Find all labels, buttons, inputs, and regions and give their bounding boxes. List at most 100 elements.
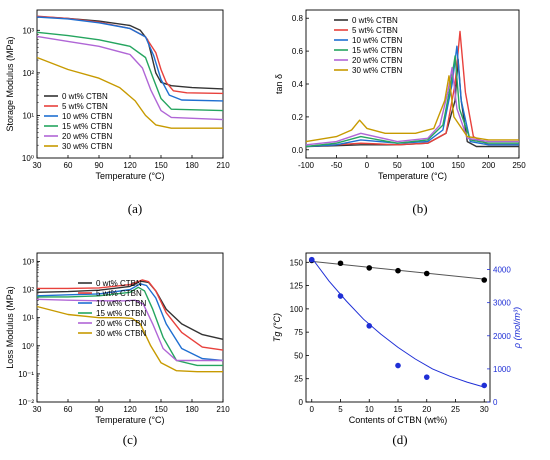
legend-label: 0 wt% CTBN [62,92,108,101]
x-tick-label: 200 [482,161,496,170]
series-line [36,16,224,102]
data-point [366,265,373,271]
x-tick-label: 50 [393,161,402,170]
series-line [36,35,224,121]
panel-caption: (d) [392,432,407,447]
series-line [37,286,223,367]
x-tick-label: 90 [95,161,104,170]
data-point [481,277,488,283]
y-axis-label: tan δ [274,74,284,94]
legend-label: 10 wt% CTBN [96,299,146,308]
y-tick-label: 150 [290,258,304,267]
series-line [36,283,224,362]
y-tick-label: 0.6 [292,47,304,56]
plot-frame [305,252,491,403]
x-tick-label: 25 [451,405,460,414]
y-tick-label: 10¹ [22,314,34,323]
y-axis-label: Loss Modulus (MPa) [5,286,15,369]
y-tick-label: 0.2 [292,113,304,122]
y-tick-label: 25 [294,375,303,384]
series-line [305,30,519,148]
x-tick-label: 90 [95,405,104,414]
legend-label: 30 wt% CTBN [96,329,146,338]
y-tick-label: 0 [299,398,304,407]
x-tick-label: 120 [123,405,137,414]
y-tick-label: 10² [22,69,34,78]
series-line [36,298,223,362]
y-tick-label: 10⁰ [22,342,34,351]
panel-c: 30 60 90 120 150 180 210 Temperature (°C) 10⁻² 10… [5,252,230,447]
x-tick-label: 210 [216,161,230,170]
y-tick-label: 10³ [22,257,34,266]
x-tick-label: 250 [512,161,526,170]
x-tick-label: 30 [480,405,489,414]
x-tick-label: 10 [365,405,374,414]
y-tick-label: 0.4 [292,80,304,89]
x-tick-label: 210 [216,405,230,414]
legend-label: 30 wt% CTBN [62,142,112,151]
x-tick-label: 150 [154,161,168,170]
legend-label: 15 wt% CTBN [352,46,402,55]
data-point [423,270,430,277]
y-tick-label: 50 [294,351,303,360]
x-axis-label: Temperature (°C) [95,415,164,425]
panel-a: 30 60 90 120 150 180 210 Temperature (°C) 10⁰ 10¹… [5,9,230,216]
y-left-axis-label: Tg (°C) [272,313,282,342]
legend-label: 5 wt% CTBN [62,102,108,111]
y-right-tick-label: 3000 [493,299,511,308]
y-right-tick-label: 1000 [493,365,511,374]
series-line [36,305,223,373]
y-tick-label: 0.0 [292,146,304,155]
series-line [36,31,224,112]
y-tick-label: 10⁻² [18,398,34,407]
panel-caption: (a) [128,201,142,216]
x-tick-label: 5 [338,405,343,414]
series-line [36,15,224,90]
data-point [395,362,401,369]
panel-caption: (b) [412,201,427,216]
x-axis-label: Temperature (°C) [95,171,164,181]
x-tick-label: 150 [451,161,465,170]
panel-d: 0 5 10 15 20 25 30 Contents of CTBN (wt%) 0 25 50 7… [272,252,522,447]
legend-label: 0 wt% CTBN [96,279,142,288]
x-tick-label: 30 [33,405,42,414]
y-tick-label: 10⁰ [22,154,34,163]
x-tick-label: 0 [365,161,370,170]
legend-label: 10 wt% CTBN [62,112,112,121]
x-tick-label: 60 [64,161,73,170]
legend-label: 5 wt% CTBN [96,289,142,298]
x-tick-label: 120 [123,161,137,170]
x-tick-label: 150 [154,405,168,414]
legend-label: 20 wt% CTBN [62,132,112,141]
y-right-tick-label: 2000 [493,332,511,341]
x-tick-label: 180 [185,161,199,170]
panel-b: -100 -50 0 50 100 150 200 250 Temperature (°C) 0.… [274,9,526,216]
y-tick-label: 10² [22,286,34,295]
series-line [36,56,223,129]
x-tick-label: 180 [185,405,199,414]
data-point [481,382,488,389]
y-right-tick-label: 4000 [493,266,511,275]
legend-label: 15 wt% CTBN [96,309,146,318]
x-tick-label: -100 [298,161,315,170]
y-tick-label: 10¹ [22,111,34,120]
data-point [395,267,401,274]
legend-label: 5 wt% CTBN [352,26,398,35]
x-tick-label: 0 [310,405,315,414]
legend-label: 30 wt% CTBN [352,66,402,75]
series-line [305,75,519,143]
y-tick-label: 100 [290,305,304,314]
data-point [423,374,430,380]
y-tick-label: 125 [290,282,304,291]
data-point [337,260,344,267]
legend-label: 15 wt% CTBN [62,122,112,131]
legend-label: 10 wt% CTBN [352,36,402,45]
data-point [337,293,344,299]
x-axis-label: Temperature (°C) [378,171,447,181]
panel-caption: (c) [123,432,137,447]
x-tick-label: 15 [394,405,403,414]
legend-label: 20 wt% CTBN [96,319,146,328]
y-tick-label: 75 [294,328,303,337]
series-line [305,58,519,148]
legend-label: 20 wt% CTBN [352,56,402,65]
